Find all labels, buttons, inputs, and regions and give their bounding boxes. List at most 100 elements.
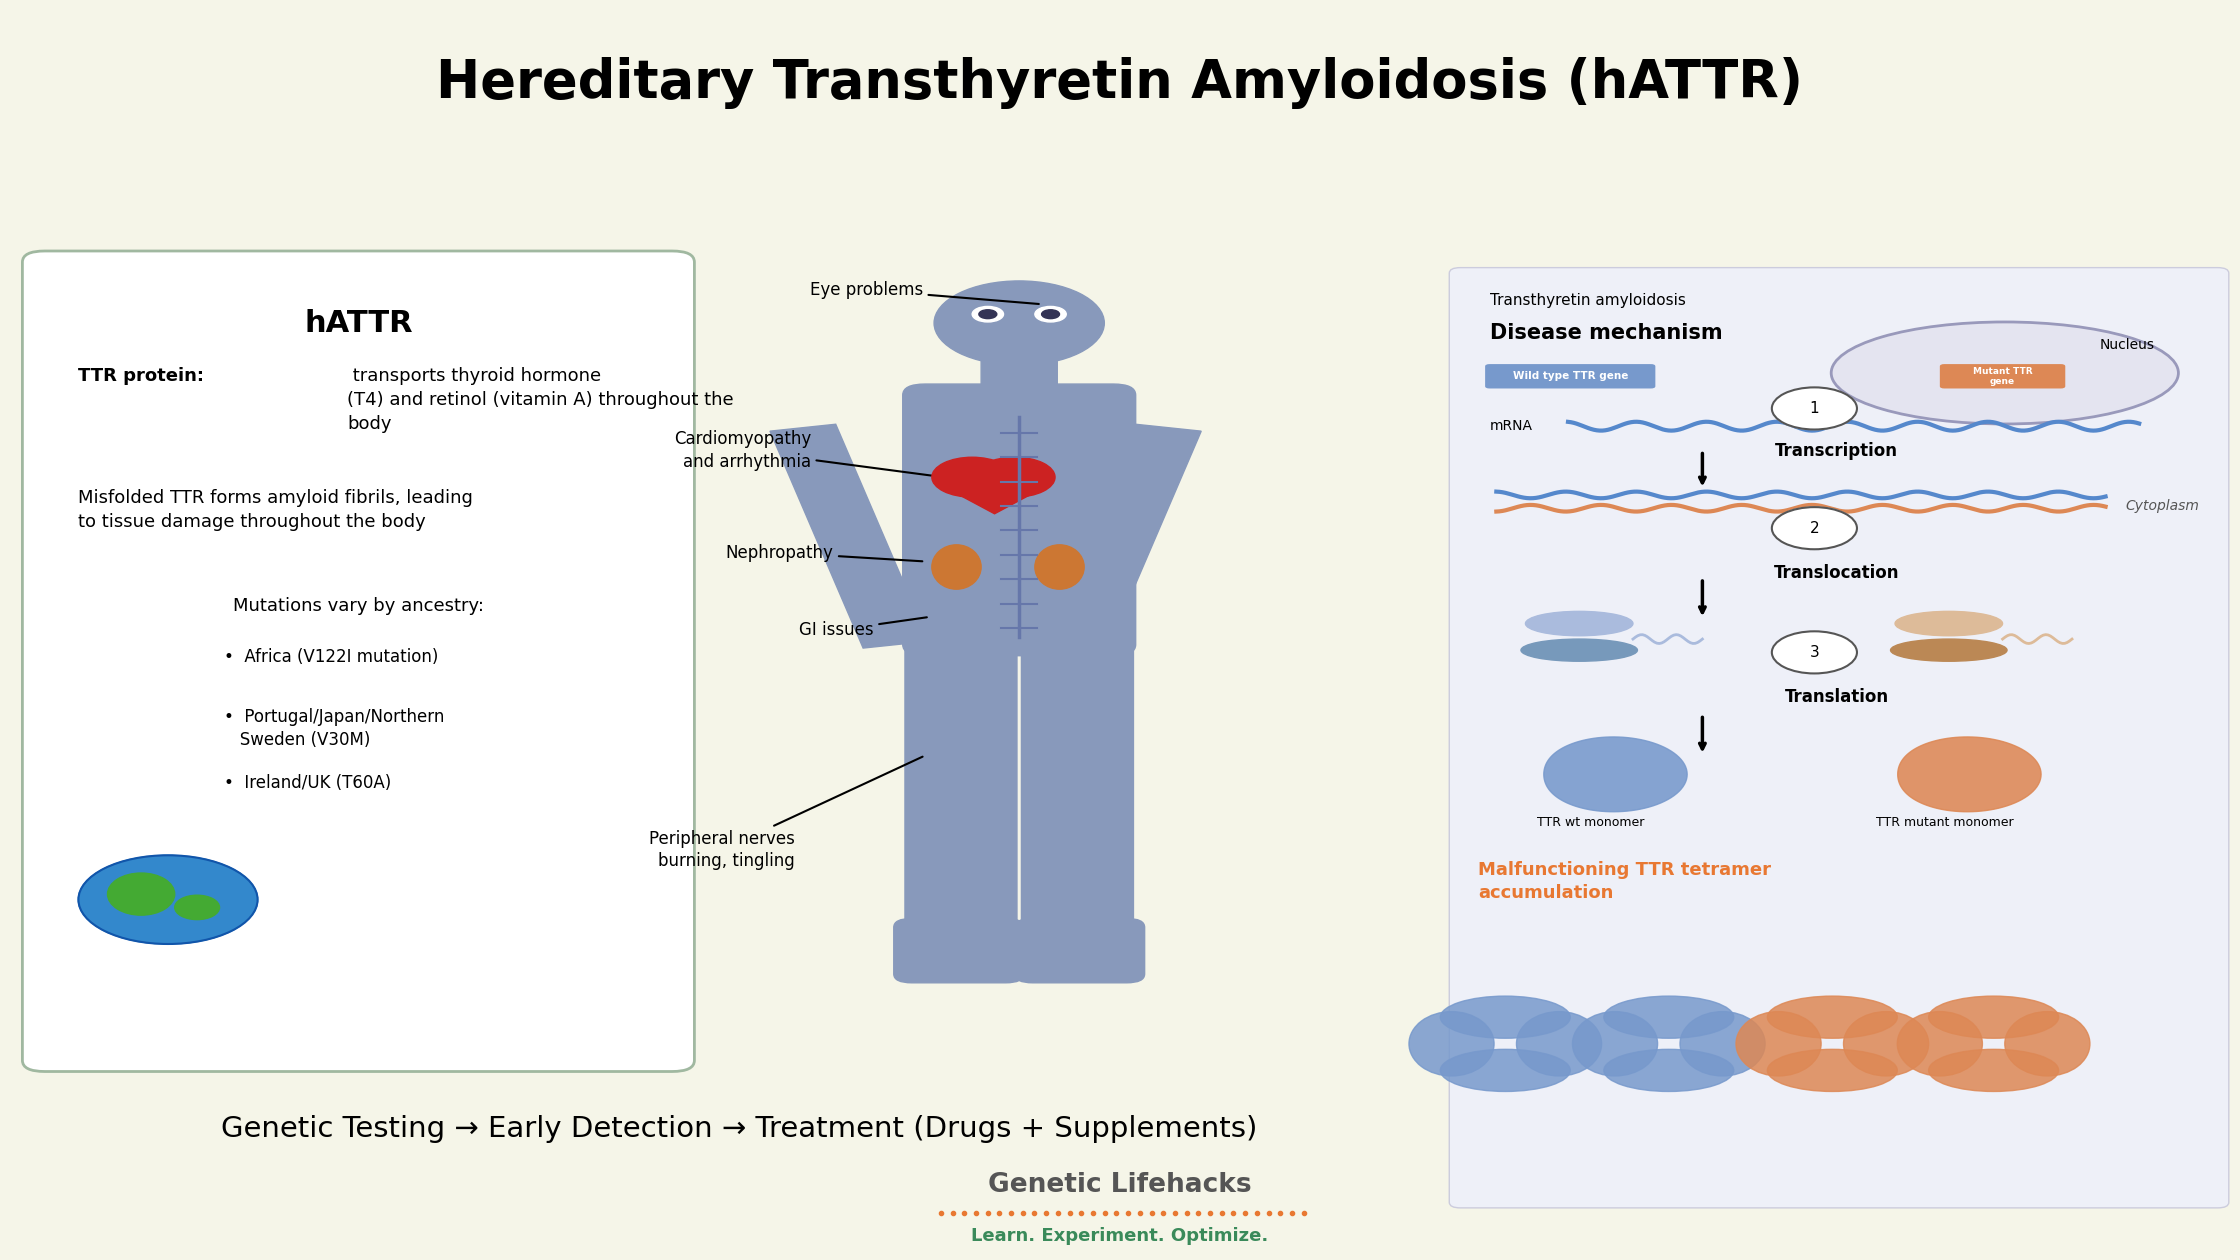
Text: Malfunctioning TTR tetramer
accumulation: Malfunctioning TTR tetramer accumulation (1478, 861, 1772, 902)
Text: Misfolded TTR forms amyloid fibrils, leading
to tissue damage throughout the bod: Misfolded TTR forms amyloid fibrils, lea… (78, 489, 473, 530)
Text: hATTR: hATTR (305, 309, 412, 338)
Ellipse shape (1830, 323, 2177, 423)
Ellipse shape (1409, 1012, 1494, 1076)
Circle shape (974, 457, 1055, 498)
Circle shape (932, 457, 1012, 498)
Text: TTR mutant monomer: TTR mutant monomer (1875, 816, 2014, 829)
Text: Cytoplasm: Cytoplasm (2126, 499, 2200, 513)
Text: •  Africa (V122I mutation): • Africa (V122I mutation) (224, 648, 439, 667)
Ellipse shape (1521, 639, 1637, 662)
Point (992, 1203, 1028, 1223)
Ellipse shape (1604, 997, 1734, 1038)
FancyBboxPatch shape (1485, 364, 1655, 388)
Ellipse shape (932, 544, 981, 590)
Text: Translocation: Translocation (1774, 563, 1900, 582)
Point (1263, 1203, 1299, 1223)
Circle shape (78, 856, 258, 944)
Ellipse shape (1891, 639, 2007, 662)
Point (970, 1203, 1006, 1223)
Text: Hereditary Transthyretin Amyloidosis (hATTR): Hereditary Transthyretin Amyloidosis (hA… (437, 57, 1803, 110)
Polygon shape (771, 425, 930, 648)
Ellipse shape (1525, 611, 1633, 636)
Text: Nephropathy: Nephropathy (726, 543, 923, 562)
Ellipse shape (108, 873, 175, 915)
Text: •  Portugal/Japan/Northern
   Sweden (V30M): • Portugal/Japan/Northern Sweden (V30M) (224, 708, 444, 748)
FancyBboxPatch shape (1015, 919, 1145, 983)
Ellipse shape (1604, 1050, 1734, 1091)
Polygon shape (1543, 737, 1687, 811)
Polygon shape (939, 484, 1051, 514)
Point (1086, 1203, 1122, 1223)
Text: Peripheral nerves
burning, tingling: Peripheral nerves burning, tingling (650, 757, 923, 869)
FancyBboxPatch shape (1021, 630, 1133, 941)
Point (1203, 1203, 1239, 1223)
Text: 2: 2 (1810, 520, 1819, 536)
Point (1017, 1203, 1053, 1223)
Point (1250, 1203, 1286, 1223)
Ellipse shape (1680, 1012, 1765, 1076)
FancyBboxPatch shape (1449, 267, 2229, 1208)
Text: GI issues: GI issues (800, 617, 927, 639)
Circle shape (1042, 310, 1060, 319)
Point (1075, 1203, 1111, 1223)
Ellipse shape (1516, 1012, 1602, 1076)
FancyBboxPatch shape (22, 251, 694, 1071)
Point (1028, 1203, 1064, 1223)
FancyBboxPatch shape (905, 630, 1017, 941)
Text: Genetic Testing → Early Detection → Treatment (Drugs + Supplements): Genetic Testing → Early Detection → Trea… (222, 1115, 1257, 1143)
Point (1133, 1203, 1169, 1223)
Ellipse shape (1035, 544, 1084, 590)
Point (1111, 1203, 1147, 1223)
Point (1228, 1203, 1263, 1223)
Point (923, 1203, 959, 1223)
Circle shape (1035, 306, 1066, 323)
Ellipse shape (1844, 1012, 1929, 1076)
Text: Cardiomyopathy
and arrhythmia: Cardiomyopathy and arrhythmia (674, 431, 950, 478)
Point (1216, 1203, 1252, 1223)
FancyBboxPatch shape (894, 919, 1024, 983)
Ellipse shape (1767, 997, 1897, 1038)
Ellipse shape (1895, 611, 2003, 636)
Text: •  Ireland/UK (T60A): • Ireland/UK (T60A) (224, 775, 392, 793)
Polygon shape (1042, 425, 1201, 648)
Ellipse shape (1897, 1012, 1982, 1076)
Point (1286, 1203, 1322, 1223)
Ellipse shape (1929, 997, 2059, 1038)
Point (1051, 1203, 1086, 1223)
Circle shape (1772, 387, 1857, 430)
Point (981, 1203, 1017, 1223)
Point (1275, 1203, 1310, 1223)
Point (959, 1203, 995, 1223)
Text: Genetic Lifehacks: Genetic Lifehacks (988, 1172, 1252, 1197)
Ellipse shape (1440, 1050, 1570, 1091)
Point (1006, 1203, 1042, 1223)
Ellipse shape (1440, 997, 1570, 1038)
Point (1158, 1203, 1194, 1223)
Text: Transcription: Transcription (1776, 442, 1897, 460)
Text: 3: 3 (1810, 645, 1819, 660)
Circle shape (934, 281, 1104, 365)
Text: Nucleus: Nucleus (2099, 338, 2155, 353)
Text: Transthyretin amyloidosis: Transthyretin amyloidosis (1490, 294, 1684, 309)
Ellipse shape (1572, 1012, 1658, 1076)
FancyBboxPatch shape (903, 384, 1136, 655)
Point (1192, 1203, 1228, 1223)
Point (1039, 1203, 1075, 1223)
Circle shape (972, 306, 1004, 323)
Point (945, 1203, 981, 1223)
FancyBboxPatch shape (981, 358, 1057, 408)
FancyBboxPatch shape (1940, 364, 2065, 388)
Text: Wild type TTR gene: Wild type TTR gene (1512, 372, 1628, 382)
Text: Mutations vary by ancestry:: Mutations vary by ancestry: (233, 597, 484, 615)
Text: Mutant TTR
gene: Mutant TTR gene (1973, 367, 2032, 386)
Polygon shape (1897, 737, 2041, 811)
Text: Disease mechanism: Disease mechanism (1490, 323, 1723, 343)
Text: mRNA: mRNA (1490, 420, 1532, 433)
Point (1098, 1203, 1133, 1223)
Text: transports thyroid hormone
(T4) and retinol (vitamin A) throughout the
body: transports thyroid hormone (T4) and reti… (347, 368, 735, 432)
Text: Translation: Translation (1785, 688, 1888, 706)
Circle shape (1772, 631, 1857, 673)
Text: TTR protein:: TTR protein: (78, 368, 204, 386)
Point (1145, 1203, 1180, 1223)
Text: 1: 1 (1810, 401, 1819, 416)
